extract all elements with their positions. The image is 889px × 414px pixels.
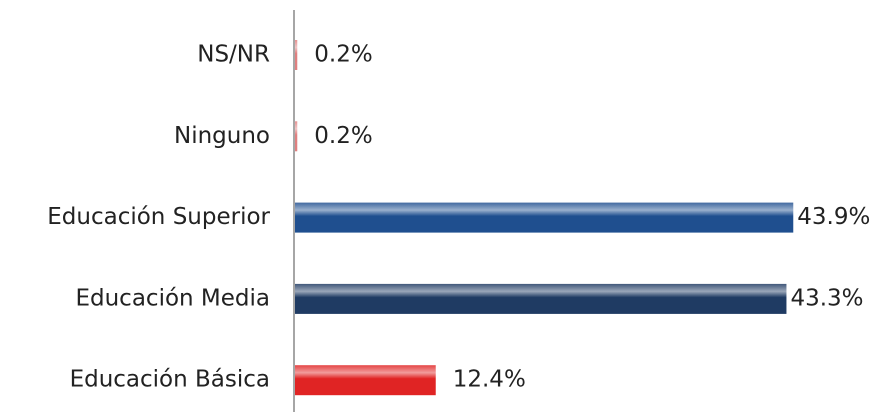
value-label: 0.2% (314, 123, 372, 149)
value-label: 0.2% (314, 42, 372, 68)
category-label: Educación Superior (47, 204, 270, 230)
category-label: Educación Media (75, 285, 270, 311)
value-label: 12.4% (453, 367, 526, 393)
bar (295, 121, 298, 152)
bar (295, 202, 794, 233)
bar (295, 365, 436, 396)
value-label: 43.9% (797, 204, 870, 230)
bar (295, 283, 787, 314)
category-label: Ninguno (174, 123, 270, 149)
value-label: 43.3% (790, 285, 863, 311)
category-label: NS/NR (197, 42, 270, 68)
bar (295, 40, 298, 70)
category-label: Educación Básica (70, 367, 270, 393)
